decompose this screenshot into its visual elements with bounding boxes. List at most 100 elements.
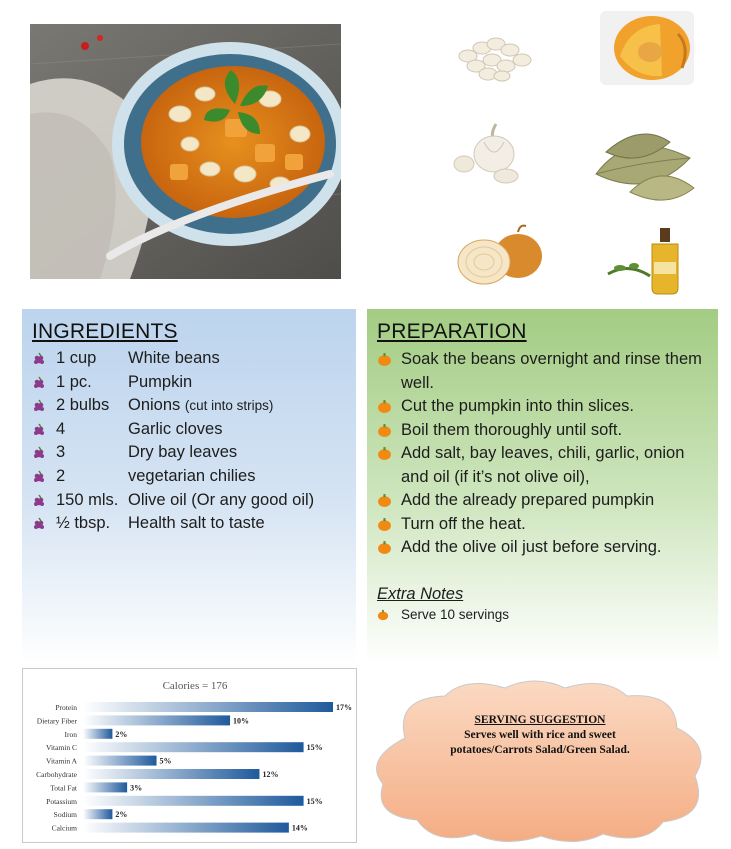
chart-bar: [83, 822, 289, 833]
preparation-step-text: Boil them thoroughly until soft.: [401, 420, 623, 439]
pumpkin-bullet-icon: [378, 494, 391, 507]
chart-category-label: Calcium: [52, 824, 78, 833]
preparation-step-text: Turn off the heat.: [401, 514, 526, 533]
preparation-step-text: Add the already prepared pumpkin: [401, 491, 655, 509]
onion-image: [448, 224, 558, 314]
serving-suggestion-title: SERVING SUGGESTION: [474, 714, 606, 726]
ingredients-title: INGREDIENTS: [32, 320, 178, 343]
ingredient-quantity: 3: [56, 443, 66, 462]
grapes-bullet-icon: [34, 517, 44, 530]
chart-category-label: Vitamin A: [46, 757, 78, 766]
nutrition-chart: Calories = 176 Protein 17% Dietary Fiber 10…: [22, 668, 357, 843]
chart-bar: [83, 769, 260, 779]
preparation-title: PREPARATION: [377, 320, 527, 343]
preparation-step: Turn off the heat.: [377, 513, 715, 537]
grapes-bullet-icon: [34, 399, 44, 412]
pumpkin-bullet-icon: [378, 400, 391, 413]
chart-category-label: Dietary Fiber: [37, 716, 78, 725]
pumpkin-bullet-icon: [377, 609, 389, 621]
ingredient-name: White beans: [128, 349, 220, 367]
ingredient-name-wrap: White beans: [128, 349, 220, 368]
chart-bar: [83, 742, 304, 753]
chart-category-label: Iron: [65, 730, 78, 739]
extra-note-item: Serve 10 servings: [377, 607, 509, 622]
ingredient-name: Health salt to taste: [128, 514, 265, 533]
cloud-shape: [376, 680, 702, 843]
grapes-bullet-icon: [34, 494, 44, 506]
chart-category-label: Carbohydrate: [36, 770, 77, 779]
bay-leaves-image: [590, 122, 700, 212]
preparation-step: Cut the pumpkin into thin slices.: [377, 395, 715, 419]
chart-value-label: 2%: [115, 810, 127, 819]
grapes-bullet-icon: [34, 423, 44, 435]
ingredient-quantity: 1 cup: [56, 349, 97, 367]
preparation-step: Add the already prepared pumpkin: [377, 489, 715, 513]
ingredient-quantity: 4: [56, 419, 66, 438]
chart-bar: [83, 782, 128, 793]
grapes-bullet-icon: [34, 446, 44, 459]
grapes-bullet-icon: [34, 470, 44, 482]
pumpkin-bullet-icon: [378, 423, 391, 437]
pumpkin-bullet-icon: [378, 541, 391, 554]
chart-bar: [83, 755, 157, 766]
pumpkin-image: [590, 6, 700, 96]
serving-suggestion: SERVING SUGGESTION Serves well with rice…: [425, 713, 655, 758]
chart-value-label: 15%: [307, 743, 323, 752]
grapes-bullet-icon: [34, 376, 44, 388]
ingredient-name-wrap: Pumpkin: [128, 373, 192, 392]
ingredient-name: vegetarian chilies: [128, 467, 256, 485]
ingredient-name: Olive oil (Or any good oil): [128, 490, 315, 509]
chart-category-label: Potassium: [46, 797, 77, 806]
chart-bar: [83, 728, 113, 739]
pumpkin-bullet-icon: [378, 447, 391, 460]
extra-notes-title: Extra Notes: [377, 585, 464, 603]
chart-value-label: 12%: [262, 770, 278, 779]
chart-value-label: 15%: [307, 797, 323, 806]
chart-title: Calories = 176: [163, 680, 228, 692]
ingredients-panel: INGREDIENTS 1 cup White beans 1 pc. Pumpkin…: [22, 309, 356, 664]
ingredient-quantity: 2 bulbs: [56, 396, 110, 415]
ingredient-name-wrap: Olive oil (Or any good oil): [128, 491, 314, 510]
preparation-step: Boil them thoroughly until soft.: [377, 419, 715, 443]
preparation-panel: PREPARATION Soak the beans overnight and…: [367, 309, 718, 664]
ingredient-name-wrap: vegetarian chilies: [128, 467, 256, 486]
ingredient-name-wrap: Garlic cloves: [128, 420, 222, 439]
chart-value-label: 10%: [233, 716, 249, 725]
garlic-image: [438, 114, 548, 204]
chart-bar: [83, 702, 333, 712]
white-beans-image: [438, 14, 548, 104]
preparation-step: Add the olive oil just before serving.: [377, 536, 715, 560]
preparation-step-text: Add salt, bay leaves, chili, garlic, oni…: [401, 444, 685, 486]
preparation-step: Add salt, bay leaves, chili, garlic, oni…: [377, 442, 715, 489]
ingredient-name: Pumpkin: [128, 372, 193, 391]
chart-value-label: 2%: [115, 730, 127, 739]
chart-value-label: 17%: [336, 703, 352, 712]
preparation-step-text: Cut the pumpkin into thin slices.: [401, 397, 634, 415]
chart-value-label: 14%: [292, 824, 308, 833]
ingredient-name-wrap: Dry bay leaves: [128, 443, 237, 462]
serving-suggestion-text: Serves well with rice and sweet potatoes…: [450, 729, 630, 756]
chart-bar: [83, 715, 231, 726]
pumpkin-bullet-icon: [378, 517, 391, 531]
preparation-step-text: Add the olive oil just before serving.: [401, 538, 662, 556]
chart-bar: [83, 809, 113, 820]
chart-value-label: 3%: [130, 783, 142, 792]
extra-note-text: Serve 10 servings: [401, 607, 510, 622]
ingredient-quantity: 1 pc.: [56, 372, 92, 391]
ingredient-name-wrap: Onions (cut into strips): [128, 396, 273, 415]
ingredient-name: Dry bay leaves: [128, 443, 238, 462]
ingredient-name-wrap: Health salt to taste: [128, 514, 265, 533]
stew-photo: [30, 24, 341, 279]
grapes-bullet-icon: [34, 352, 44, 364]
chart-category-label: Vitamin C: [46, 743, 77, 752]
chart-value-label: 5%: [160, 757, 172, 766]
pumpkin-bullet-icon: [378, 353, 391, 366]
nutrition-bar-chart: Calories = 176 Protein 17% Dietary Fiber 10…: [36, 680, 352, 833]
chart-category-label: Total Fat: [50, 783, 78, 792]
ingredient-name: Garlic cloves: [128, 419, 223, 438]
ingredient-name: Onions: [128, 396, 181, 415]
chart-bar: [83, 795, 304, 806]
serving-suggestion-cloud: SERVING SUGGESTION Serves well with rice…: [365, 676, 715, 846]
ingredient-quantity: 2: [56, 467, 66, 485]
preparation-step-text: Soak the beans overnight and rinse them …: [401, 350, 702, 392]
